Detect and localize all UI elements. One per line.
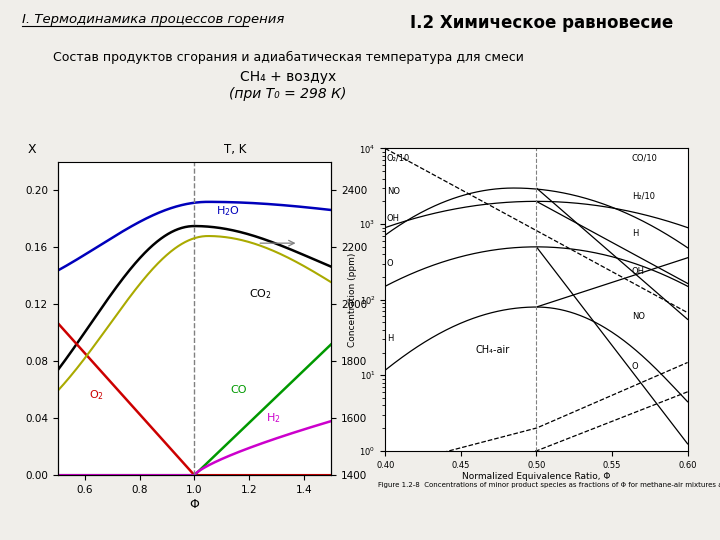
Text: O$_2$: O$_2$ <box>89 388 104 402</box>
Text: H$_2$O: H$_2$O <box>216 205 240 219</box>
Text: CO/10: CO/10 <box>631 153 657 162</box>
Text: O: O <box>387 259 393 268</box>
Text: (при T₀ = 298 К): (при T₀ = 298 К) <box>229 87 347 102</box>
Text: Figure 1.2-8  Concentrations of minor product species as fractions of Φ for meth: Figure 1.2-8 Concentrations of minor pro… <box>378 482 720 488</box>
Text: T, K: T, K <box>225 143 247 156</box>
Text: I.2 Химическое равновесие: I.2 Химическое равновесие <box>410 14 674 31</box>
Text: H: H <box>387 334 393 343</box>
Text: H₂/10: H₂/10 <box>631 191 654 200</box>
Text: Состав продуктов сгорания и адиабатическая температура для смеси: Состав продуктов сгорания и адиабатическ… <box>53 51 523 64</box>
Y-axis label: Concentration (ppm): Concentration (ppm) <box>348 253 356 347</box>
Text: H: H <box>631 229 638 238</box>
Text: CO$_2$: CO$_2$ <box>249 287 272 301</box>
X-axis label: Normalized Equivalence Ratio, Φ: Normalized Equivalence Ratio, Φ <box>462 472 611 481</box>
Text: X: X <box>27 143 36 156</box>
Text: NO: NO <box>631 312 644 321</box>
Text: O₂/10: O₂/10 <box>387 153 410 162</box>
Text: H$_2$: H$_2$ <box>266 411 280 425</box>
Text: I. Термодинамика процессов горения: I. Термодинамика процессов горения <box>22 14 284 26</box>
Text: OH: OH <box>631 267 644 276</box>
Text: O: O <box>631 362 639 372</box>
X-axis label: Φ: Φ <box>189 498 199 511</box>
Text: CO: CO <box>230 384 246 395</box>
Text: OH: OH <box>387 214 400 223</box>
Text: CH₄ + воздух: CH₄ + воздух <box>240 70 336 84</box>
Text: CH₄-air: CH₄-air <box>476 345 510 355</box>
Text: NO: NO <box>387 187 400 196</box>
